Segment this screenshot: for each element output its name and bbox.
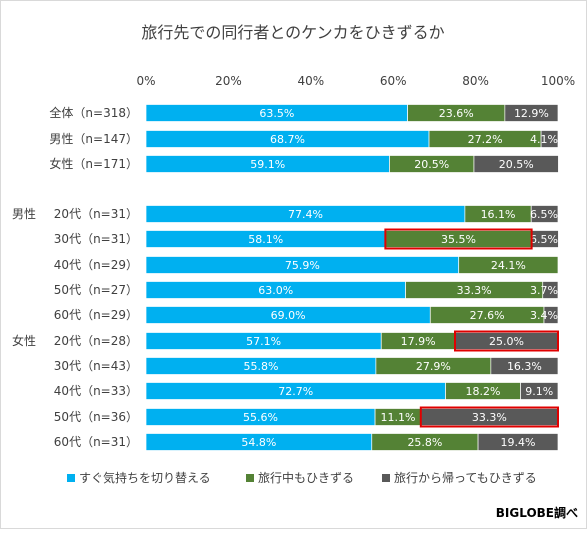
- x-tick-label: 20%: [215, 74, 242, 88]
- data-label: 25.0%: [489, 335, 524, 348]
- group-label: 女性: [12, 333, 36, 348]
- category-label: 60代（n=31）: [54, 435, 138, 449]
- data-label: 16.3%: [507, 360, 542, 373]
- bar-segment: [458, 256, 559, 274]
- data-label: 23.6%: [439, 107, 474, 120]
- highlight-box: [419, 406, 559, 428]
- data-label: 3.4%: [530, 309, 558, 322]
- category-label: 全体（n=318）: [49, 105, 138, 120]
- data-label: 19.4%: [501, 436, 536, 449]
- category-label: 20代（n=28）: [54, 334, 138, 348]
- data-label: 63.5%: [259, 107, 294, 120]
- x-tick-label: 80%: [462, 74, 489, 88]
- data-label: 16.1%: [481, 208, 516, 221]
- category-label: 60代（n=29）: [54, 308, 138, 322]
- legend: すぐ気持ちを切り替える 旅行中もひきずる 旅行から帰ってもひきずる: [67, 470, 537, 485]
- category-label: 20代（n=31）: [54, 207, 138, 221]
- data-label: 72.7%: [278, 385, 313, 398]
- data-label: 68.7%: [270, 133, 305, 146]
- data-label: 9.1%: [525, 385, 553, 398]
- category-label: 30代（n=43）: [54, 359, 138, 373]
- bar-segment: [542, 281, 559, 299]
- data-label: 18.2%: [466, 385, 501, 398]
- source-label: BIGLOBE調べ: [496, 505, 578, 520]
- data-label: 35.5%: [441, 233, 476, 246]
- data-label: 3.7%: [530, 284, 558, 297]
- x-tick-label: 40%: [297, 74, 324, 88]
- category-label: 女性（n=171）: [49, 156, 138, 171]
- x-tick-label: 60%: [380, 74, 407, 88]
- category-label: 50代（n=27）: [54, 283, 138, 297]
- legend-label: すぐ気持ちを切り替える: [79, 470, 211, 485]
- group-label: 男性: [12, 207, 36, 221]
- data-label: 20.5%: [499, 158, 534, 171]
- category-labels: 全体（n=318） 男性（n=147） 女性（n=171） 20代（n=31） 30代（…: [49, 105, 138, 449]
- highlight-box: [454, 330, 559, 352]
- data-label: 69.0%: [271, 309, 306, 322]
- category-label: 男性（n=147）: [49, 132, 138, 146]
- data-label: 55.8%: [243, 360, 278, 373]
- bar-segment: [477, 433, 559, 451]
- data-label: 11.1%: [380, 411, 415, 424]
- chart-title: 旅行先での同行者とのケンカをひきずるか: [141, 23, 444, 42]
- bar-segment: [490, 357, 559, 375]
- bar-segment: [530, 205, 559, 223]
- data-label: 54.8%: [241, 436, 276, 449]
- legend-label: 旅行から帰ってもひきずる: [394, 471, 537, 485]
- data-label: 75.9%: [285, 259, 320, 272]
- data-label: 33.3%: [457, 284, 492, 297]
- data-label: 27.9%: [416, 360, 451, 373]
- data-label: 59.1%: [250, 158, 285, 171]
- legend-label: 旅行中もひきずる: [258, 470, 354, 485]
- bar-segment: [543, 306, 559, 324]
- bar-segment: [540, 130, 559, 148]
- category-label: 30代（n=31）: [54, 232, 138, 246]
- bar-segment: [520, 382, 559, 400]
- legend-swatch: [382, 474, 390, 482]
- data-label: 33.3%: [472, 411, 507, 424]
- x-axis-ticks: 0% 20% 40% 60% 80% 100%: [136, 74, 575, 88]
- category-label: 50代（n=36）: [54, 410, 138, 424]
- data-label: 20.5%: [414, 158, 449, 171]
- data-label: 12.9%: [514, 107, 549, 120]
- legend-swatch: [67, 474, 75, 482]
- data-label: 6.5%: [530, 208, 558, 221]
- category-label: 40代（n=33）: [54, 384, 138, 398]
- bars: 63.5% 23.6% 12.9% 68.7% 27.2% 4.1% 59.1% 20.5% 2…: [145, 104, 559, 451]
- x-tick-label: 0%: [136, 74, 155, 88]
- data-label: 17.9%: [401, 335, 436, 348]
- data-label: 4.1%: [530, 133, 558, 146]
- data-label: 58.1%: [248, 233, 283, 246]
- highlight-box: [384, 228, 533, 250]
- legend-swatch: [246, 474, 254, 482]
- x-tick-label: 100%: [541, 74, 575, 88]
- data-label: 24.1%: [491, 259, 526, 272]
- category-label: 40代（n=29）: [54, 258, 138, 272]
- bar-segment: [504, 104, 559, 122]
- data-label: 6.5%: [530, 233, 558, 246]
- data-label: 25.8%: [407, 436, 442, 449]
- data-label: 55.6%: [243, 411, 278, 424]
- data-label: 57.1%: [246, 335, 281, 348]
- data-label: 27.6%: [470, 309, 505, 322]
- bar-segment: [473, 155, 559, 173]
- data-label: 27.2%: [468, 133, 503, 146]
- data-label: 77.4%: [288, 208, 323, 221]
- data-label: 63.0%: [258, 284, 293, 297]
- highlight-boxes: [384, 228, 559, 428]
